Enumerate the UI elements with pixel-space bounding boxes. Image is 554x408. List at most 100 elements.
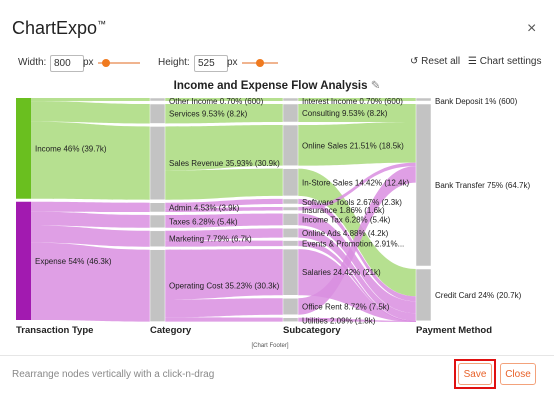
column-layer: Transaction Type Category Subcategory Payme… [16,325,492,349]
node-col3-2[interactable] [415,268,432,322]
column-title-2: Subcategory [283,325,341,336]
label-layer: Income 46% (39.7k) Expense 54% (46.3k) Oth… [35,97,530,326]
flow-sub-payment-9 [298,249,416,322]
reset-all-button[interactable]: ↺ Reset all [410,56,461,67]
save-button[interactable]: Save [458,363,492,385]
flow-category-sub-2-3 [165,168,283,200]
label-category-6: Operating Cost 35.23% (30.3k) [169,282,280,291]
height-input[interactable]: 525 [194,55,228,72]
label-payment-1: Bank Transfer 75% (64.7k) [435,181,530,190]
flow-income-category-1 [31,101,150,124]
close-button[interactable]: Close [500,363,536,385]
node-col2-3[interactable] [282,168,299,197]
node-income[interactable] [16,98,31,199]
label-category-1: Services 9.53% (8.2k) [169,110,248,119]
node-col2-5[interactable] [282,206,299,211]
height-label: Height: [158,57,190,68]
footer-divider [0,355,554,356]
flow-sub-payment-6 [298,213,416,314]
node-col2-10[interactable] [282,297,299,315]
save-highlight [454,359,496,389]
flow-category-sub-3-4 [165,198,283,209]
flow-expense-category-5 [31,225,150,247]
flow-sub-payment-11 [298,317,416,322]
reset-icon: ↺ [410,56,419,67]
node-col3-0[interactable] [415,97,432,102]
chart-settings-button[interactable]: ☰ Chart settings [468,56,542,67]
label-subcategory-8: Events & Promotion 2.91%... [302,240,404,249]
node-col2-6[interactable] [282,213,299,226]
label-subcategory-0: Interest Income 0.70% (600) [302,97,403,106]
node-col2-7[interactable] [282,228,299,238]
flow-category-sub-5-7 [165,228,283,241]
label-subcategory-7: Online Ads 4.88% (4.2k) [302,229,389,238]
column-title-3: Payment Method [416,325,492,336]
flow-sub-payment-10 [298,166,416,315]
flow-category-sub-0-0 [165,98,283,101]
label-category-4: Taxes 6.28% (5.4k) [169,217,238,226]
node-layer [16,97,432,322]
node-col1-1[interactable] [149,103,166,124]
width-unit: px [83,57,94,68]
label-category-0: Other Income 0.70% (600) [169,97,264,106]
flow-category-sub-6-9 [165,249,283,300]
node-col1-5[interactable] [149,230,166,247]
node-col2-1[interactable] [282,103,299,123]
flow-sub-payment-1 [298,104,416,123]
node-expense[interactable] [16,201,31,320]
node-col1-3[interactable] [149,202,166,213]
flow-expense-category-4 [31,211,150,228]
node-col1-2[interactable] [149,126,166,200]
label-subcategory-9: Salaries 24.42% (21k) [302,268,381,277]
flow-income-category-0 [31,98,150,102]
label-subcategory-6: Income Tax 6.28% (5.4k) [302,215,391,224]
flow-category-sub-5-8 [165,240,283,247]
node-col1-0[interactable] [149,97,166,102]
node-col2-9[interactable] [282,248,299,296]
label-payment-2: Credit Card 24% (20.7k) [435,291,522,300]
height-unit: px [227,57,238,68]
label-subcategory-10: Office Rent 8.72% (7.5k) [302,302,390,311]
label-category-3: Admin 4.53% (3.9k) [169,203,240,212]
label-transaction-0: Income 46% (39.7k) [35,144,107,153]
node-col1-6[interactable] [149,249,166,322]
flow-income-category-2 [31,121,150,200]
flow-expense-category-6 [31,242,150,322]
node-col2-0[interactable] [282,97,299,102]
node-col2-4[interactable] [282,198,299,205]
label-subcategory-3: In-Store Sales 14.42% (12.4k) [302,178,410,187]
height-slider-thumb[interactable] [256,59,264,67]
close-icon[interactable]: × [527,20,537,37]
width-label: Width: [18,57,47,68]
node-col2-8[interactable] [282,240,299,247]
flow-layer [31,98,416,322]
label-subcategory-1: Consulting 9.53% (8.2k) [302,109,388,118]
label-category-2: Sales Revenue 35.93% (30.9k) [169,159,280,168]
label-transaction-1: Expense 54% (46.3k) [35,257,112,266]
flow-sub-payment-5 [298,162,416,211]
width-input[interactable]: 800 [50,55,84,72]
flow-category-sub-4-6 [165,213,283,228]
flow-sub-payment-4 [298,198,416,302]
edit-title-icon[interactable]: ✎ [370,80,381,92]
width-slider[interactable] [98,62,140,64]
label-category-5: Marketing 7.79% (6.7k) [169,235,252,244]
width-slider-thumb[interactable] [102,59,110,67]
flow-sub-payment-7 [298,228,416,321]
node-col1-4[interactable] [149,214,166,229]
chart-title: Income and Expense Flow Analysis ✎ [173,80,381,92]
node-col2-2[interactable] [282,124,299,166]
chart-footer: [Chart Footer] [251,343,288,349]
node-col3-1[interactable] [415,103,432,267]
flow-sub-payment-0 [298,98,416,101]
label-subcategory-4: Software Tools 2.67% (2.3k) [302,198,402,207]
flow-category-sub-2-2 [165,125,283,171]
node-col2-11[interactable] [282,317,299,322]
footer-hint: Rearrange nodes vertically with a click-… [12,369,215,380]
label-subcategory-5: Insurance 1.86% (1.6k) [302,206,385,215]
flow-category-sub-6-11 [165,317,283,322]
flow-sub-payment-2 [298,122,416,166]
sliders-icon: ☰ [468,56,477,67]
flow-category-sub-3-5 [165,206,283,212]
